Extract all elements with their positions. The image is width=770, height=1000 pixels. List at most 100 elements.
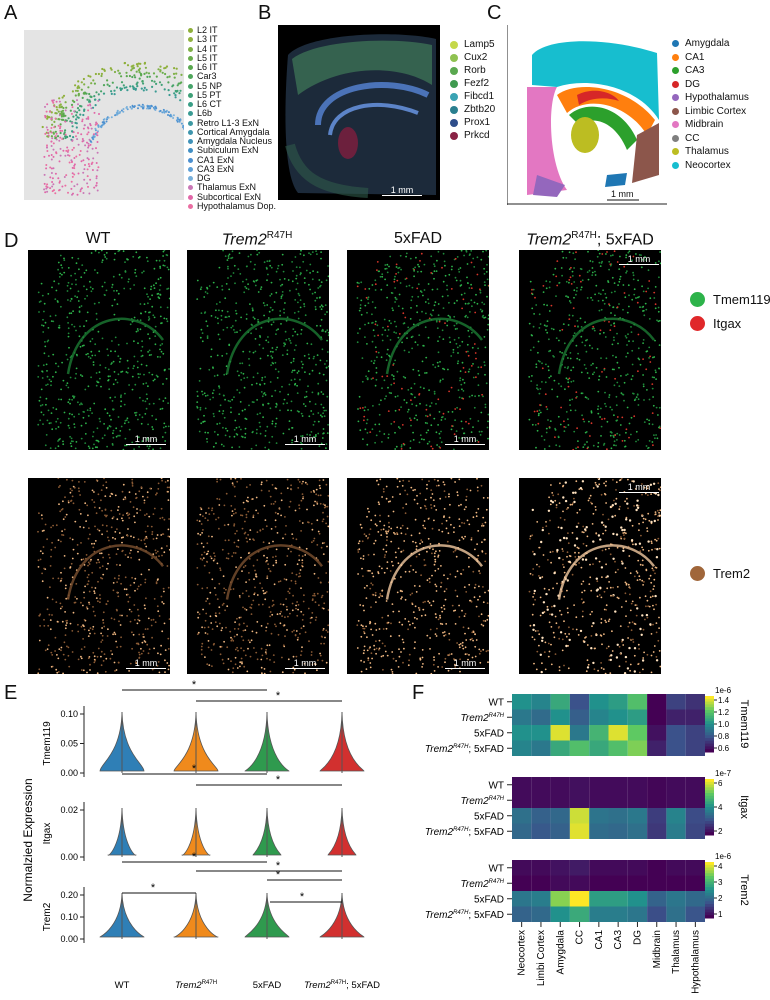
expression-dot [227, 523, 230, 526]
expression-dot [576, 427, 578, 430]
expression-dot [399, 254, 402, 257]
expression-dot [646, 389, 648, 391]
expression-dot [291, 572, 294, 574]
expression-dot [369, 587, 372, 590]
expression-dot [209, 398, 212, 401]
expression-dot [127, 514, 129, 517]
panel-a-cell-dot [61, 109, 65, 112]
expression-dot [199, 336, 202, 339]
panel-a-cell-dot [149, 106, 152, 108]
panel-a-cell-dot [46, 186, 49, 189]
expression-dot [402, 322, 405, 325]
expression-dot [367, 298, 369, 301]
expression-dot [384, 329, 387, 331]
expression-dot [468, 556, 470, 559]
expression-dot [292, 270, 294, 272]
expression-dot [57, 657, 60, 660]
expression-dot [232, 667, 235, 670]
expression-dot [440, 565, 442, 567]
expression-dot [116, 591, 118, 594]
expression-dot [378, 596, 381, 599]
expression-dot [456, 346, 459, 349]
expression-dot [162, 426, 165, 429]
expression-dot [535, 366, 538, 368]
expression-dot [319, 654, 322, 657]
panel-a-cell-dot [111, 81, 114, 84]
expression-dot [413, 275, 415, 278]
expression-dot [485, 508, 488, 511]
panel-a-cell-dot [95, 177, 98, 180]
expression-dot [157, 278, 160, 281]
expression-dot [446, 577, 449, 580]
panel-a-cell-dot [45, 164, 48, 166]
panel-b-legend-label: Fibcd1 [464, 91, 495, 102]
expression-dot [243, 377, 246, 379]
expression-dot [374, 320, 377, 323]
expression-dot [263, 314, 265, 317]
expression-dot [279, 603, 282, 605]
expression-dot [405, 252, 408, 255]
expression-dot [145, 393, 148, 396]
expression-dot [370, 360, 373, 362]
expression-dot [164, 431, 167, 434]
expression-dot [146, 437, 149, 440]
expression-dot [301, 555, 304, 558]
expression-dot [383, 433, 386, 435]
panel-a-cell-dot [86, 182, 89, 185]
expression-dot [200, 542, 203, 545]
expression-dot [102, 573, 105, 576]
expression-dot [162, 352, 165, 355]
expression-dot [292, 360, 295, 363]
panel-a-cell-dot [58, 139, 61, 142]
expression-dot [454, 589, 457, 592]
expression-dot [106, 514, 108, 517]
expression-dot [659, 251, 661, 253]
expression-dot [472, 639, 474, 642]
expression-dot [279, 284, 282, 287]
expression-dot [75, 367, 78, 370]
expression-dot [120, 582, 122, 585]
expression-dot [417, 263, 419, 266]
panel-c-scale-text: 1 mm [611, 189, 634, 199]
expression-dot [218, 309, 220, 312]
expression-dot [436, 444, 438, 446]
expression-dot [404, 512, 407, 515]
expression-dot [267, 273, 269, 276]
expression-dot [89, 533, 91, 536]
expression-dot [356, 281, 359, 284]
expression-dot [528, 418, 531, 421]
expression-dot [127, 367, 130, 370]
expression-dot [626, 344, 628, 346]
expression-dot [89, 663, 91, 666]
expression-dot [576, 395, 578, 398]
expression-dot [212, 366, 214, 369]
expression-dot [246, 376, 249, 379]
expression-dot [375, 601, 377, 603]
expression-dot [465, 350, 468, 353]
expression-dot [236, 530, 238, 532]
expression-dot [435, 590, 438, 592]
expression-dot [369, 646, 371, 649]
expression-dot [573, 604, 575, 606]
expression-dot [212, 559, 215, 562]
panel-a-cell-dot [132, 87, 135, 91]
expression-dot [284, 616, 286, 619]
expression-dot [407, 628, 409, 631]
expression-dot [263, 668, 266, 670]
expression-dot [55, 420, 58, 423]
expression-dot [322, 629, 324, 632]
expression-dot [166, 266, 169, 269]
expression-dot [628, 340, 630, 343]
panel-a-cell-dot [181, 126, 184, 129]
panel-a-cell-dot [88, 92, 91, 96]
expression-dot [237, 628, 240, 630]
expression-dot [401, 623, 404, 626]
expression-dot [281, 671, 284, 674]
expression-dot [71, 489, 73, 492]
panel-a-cell-dot [64, 109, 67, 112]
expression-dot [454, 257, 457, 260]
panel-a-cell-dot [77, 132, 79, 134]
expression-dot [460, 293, 463, 296]
expression-dot [303, 594, 305, 597]
panel-a-cell-dot [46, 117, 49, 120]
